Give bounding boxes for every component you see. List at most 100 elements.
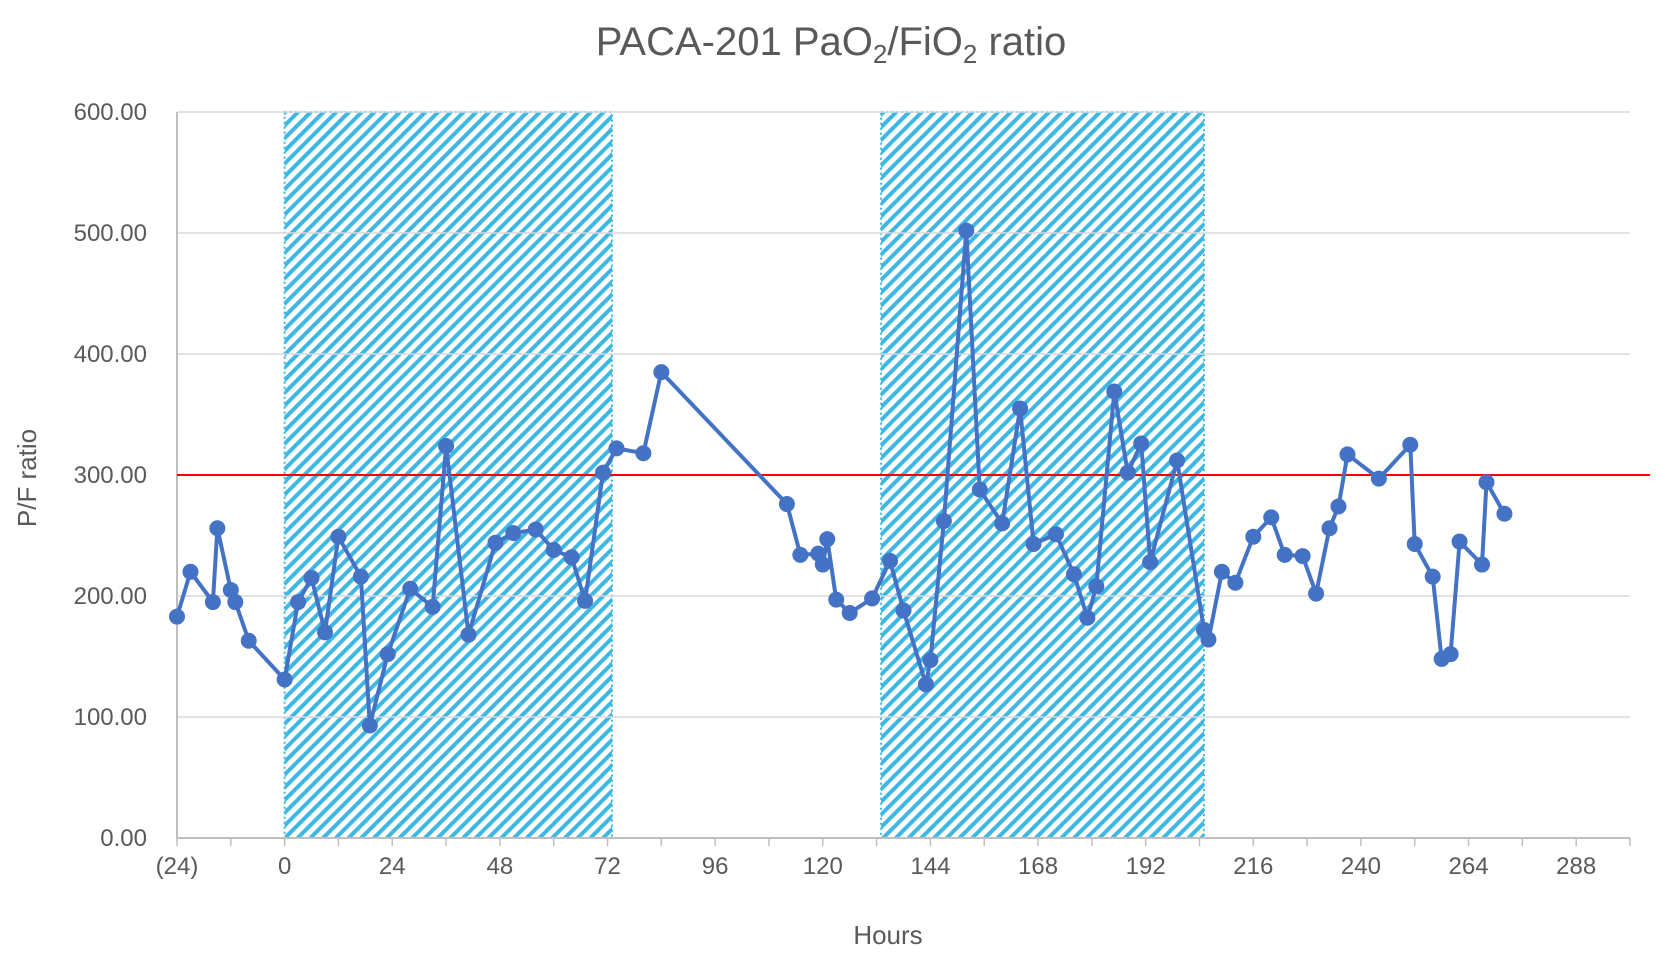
data-point	[1496, 505, 1513, 522]
data-point	[1088, 578, 1105, 595]
data-point	[1451, 533, 1468, 550]
data-point	[1474, 556, 1491, 573]
data-point	[545, 542, 562, 559]
series-line-0	[175, 228, 1507, 728]
data-point	[1294, 548, 1311, 565]
data-point	[1227, 574, 1244, 591]
x-tick-label: 192	[1126, 853, 1166, 880]
data-point	[1169, 452, 1186, 469]
data-point	[290, 594, 307, 611]
x-tick-label: 240	[1341, 853, 1381, 880]
data-point	[792, 546, 809, 563]
data-point	[1213, 563, 1230, 580]
data-point	[917, 676, 934, 693]
data-point	[1330, 498, 1347, 515]
data-point	[1119, 464, 1136, 481]
x-tick-label: 144	[910, 853, 950, 880]
data-point	[222, 581, 239, 598]
data-point	[1142, 554, 1159, 571]
y-tick-label: 200.00	[74, 583, 147, 610]
data-point	[204, 594, 221, 611]
y-tick-label: 0.00	[100, 825, 147, 852]
data-point	[828, 591, 845, 608]
data-point	[577, 592, 594, 609]
data-point	[1263, 509, 1280, 526]
data-point	[778, 496, 795, 513]
data-point	[402, 580, 419, 597]
data-point	[505, 525, 522, 542]
data-point	[1200, 631, 1217, 648]
data-point	[1424, 568, 1441, 585]
data-point	[424, 598, 441, 615]
data-point	[379, 646, 396, 663]
x-tick-label: 168	[1018, 853, 1058, 880]
data-point	[653, 364, 670, 381]
data-point	[1245, 528, 1262, 545]
data-point	[1065, 566, 1082, 583]
x-tick-label: 24	[379, 853, 406, 880]
chart-title: PACA-201 PaO2/FiO2 ratio	[596, 20, 1067, 69]
data-point	[1339, 446, 1356, 463]
data-point	[819, 531, 836, 548]
data-point	[209, 520, 226, 537]
data-point	[841, 604, 858, 621]
data-point	[563, 549, 580, 566]
data-point	[276, 671, 293, 688]
data-point	[882, 552, 899, 569]
data-point	[240, 632, 257, 649]
data-point	[595, 464, 612, 481]
data-point	[1012, 400, 1029, 417]
data-point	[303, 569, 320, 586]
data-point	[814, 556, 831, 573]
data-point	[316, 624, 333, 641]
x-tick-label: (24)	[156, 853, 199, 880]
data-point	[1321, 520, 1338, 537]
data-point	[1406, 535, 1423, 552]
data-point	[895, 602, 912, 619]
data-point	[935, 512, 952, 529]
data-point	[1370, 470, 1387, 487]
y-tick-label: 300.00	[74, 462, 147, 489]
data-point	[227, 594, 244, 611]
x-tick-label: 96	[702, 853, 729, 880]
y-tick-label: 100.00	[74, 704, 147, 731]
data-point	[361, 717, 378, 734]
data-point	[438, 437, 455, 454]
x-axis-title: Hours	[853, 920, 922, 950]
data-point	[330, 528, 347, 545]
x-tick-label: 48	[487, 853, 514, 880]
data-point	[971, 481, 988, 498]
data-point	[527, 521, 544, 538]
data-point	[1308, 585, 1325, 602]
data-point	[1276, 546, 1293, 563]
data-point	[487, 534, 504, 551]
data-point	[1133, 435, 1150, 452]
data-point	[460, 626, 477, 643]
x-tick-label: 72	[594, 853, 621, 880]
data-point	[1478, 474, 1495, 491]
data-point	[922, 652, 939, 669]
x-tick-label: 0	[278, 853, 291, 880]
data-point	[182, 563, 199, 580]
x-tick-label: 120	[803, 853, 843, 880]
y-tick-label: 400.00	[74, 341, 147, 368]
series-layer	[169, 222, 1513, 734]
data-point	[1402, 436, 1419, 453]
data-point	[958, 222, 975, 239]
y-tick-label: 600.00	[74, 99, 147, 126]
data-point	[169, 608, 185, 625]
data-point	[608, 440, 625, 457]
data-point	[352, 568, 369, 585]
y-tick-label: 500.00	[74, 220, 147, 247]
x-tick-label: 264	[1449, 853, 1489, 880]
x-tick-label: 288	[1556, 853, 1596, 880]
data-point	[864, 590, 881, 607]
data-point	[1079, 609, 1096, 626]
y-axis-title: P/F ratio	[12, 429, 42, 527]
data-point	[1047, 526, 1064, 543]
data-point	[1025, 535, 1042, 552]
x-tick-label: 216	[1233, 853, 1273, 880]
data-point	[635, 445, 652, 462]
tick-labels: (24) 0 24 48 72 96 120 144 168 192 216 240 264 288 0.0…	[74, 99, 1597, 880]
